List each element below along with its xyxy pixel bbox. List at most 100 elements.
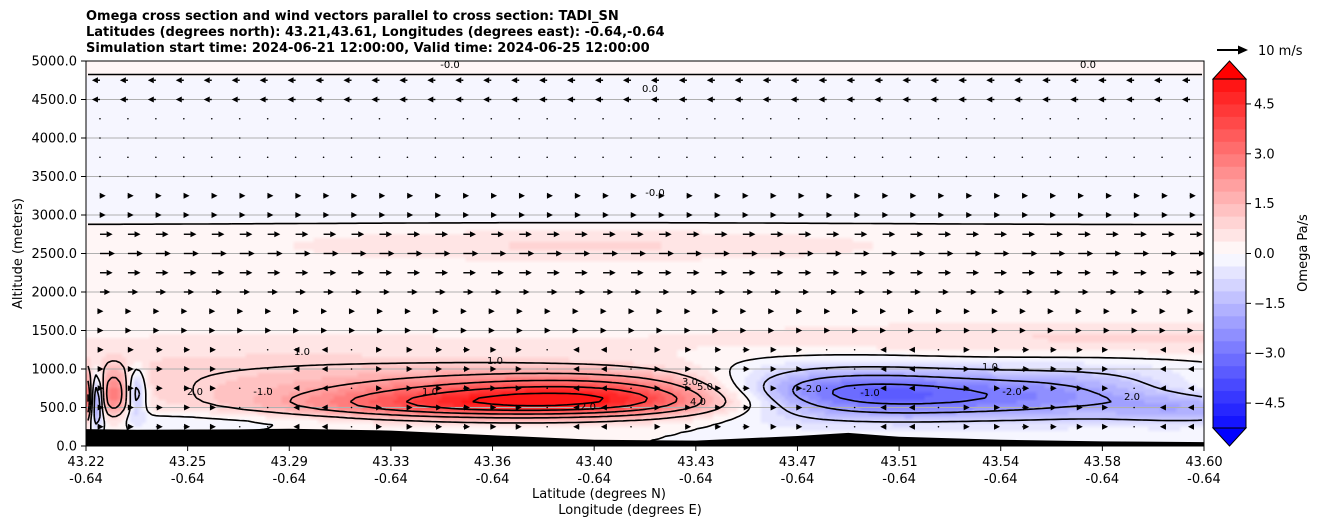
wind-vector-head: [600, 404, 607, 411]
wind-vector: [210, 117, 213, 120]
wind-vector: [965, 156, 968, 159]
wind-vector-head: [209, 385, 216, 392]
contour-label: -2.0: [1002, 387, 1022, 398]
colorbar-band: [1213, 278, 1246, 292]
wind-vector-head: [406, 404, 413, 411]
wind-vector: [742, 231, 756, 238]
wind-vector: [211, 231, 225, 238]
wind-vector: [183, 212, 190, 218]
x-tick-label-lat: 43.47: [779, 455, 816, 470]
wind-vector-head: [852, 327, 859, 334]
wind-vector-head: [1166, 289, 1173, 295]
wind-vector: [853, 348, 856, 351]
wind-vector: [183, 269, 197, 276]
wind-vector: [463, 346, 471, 353]
wind-vector-head: [399, 96, 406, 103]
wind-vector: [1189, 117, 1191, 120]
wind-vector-head: [287, 96, 294, 103]
wind-vector-head: [416, 250, 423, 257]
wind-vector: [762, 96, 771, 103]
wind-vector: [127, 346, 134, 353]
wind-vector: [406, 404, 413, 411]
wind-vector-head: [483, 96, 490, 103]
wind-vector: [434, 137, 437, 139]
wind-vector-head: [216, 289, 223, 295]
wind-vector-head: [874, 77, 881, 84]
wind-vector-head: [231, 96, 238, 103]
wind-vector: [1162, 250, 1178, 257]
wind-vector: [685, 385, 692, 392]
wind-vector-head: [880, 366, 887, 372]
wind-vector: [127, 250, 143, 257]
wind-vector: [546, 156, 548, 159]
wind-vector-head: [376, 385, 383, 392]
wind-vector-head: [469, 269, 476, 276]
wind-vector-head: [1159, 366, 1166, 372]
wind-vector-head: [902, 77, 909, 84]
wind-vector: [1181, 96, 1191, 103]
wind-vector: [1162, 289, 1173, 295]
wind-vector-head: [1105, 212, 1112, 218]
colorbar-band: [1213, 178, 1246, 192]
wind-vector: [399, 96, 408, 103]
wind-vector: [1189, 156, 1191, 159]
wind-vector-head: [715, 404, 722, 411]
wind-vector: [350, 175, 353, 178]
wind-vector: [798, 231, 812, 238]
wind-vector-head: [1133, 212, 1140, 218]
wind-vector-head: [546, 212, 553, 218]
wind-vector-head: [406, 385, 413, 392]
x-tick-label-lon: -0.64: [272, 472, 306, 487]
wind-vector: [910, 192, 917, 199]
wind-vector-head: [706, 96, 713, 103]
wind-vector: [463, 289, 474, 295]
wind-vector: [631, 289, 642, 295]
quiver-key-arrowhead: [1238, 45, 1248, 55]
wind-vector: [266, 387, 269, 390]
wind-vector: [769, 175, 772, 178]
wind-vector-head: [411, 289, 418, 295]
contour-label: -1.0: [253, 387, 273, 398]
wind-vector-head: [293, 423, 300, 430]
y-axis-label: Altitude (meters): [11, 198, 26, 309]
wind-vector-head: [1050, 212, 1057, 218]
wind-vector: [1077, 117, 1080, 120]
colorbar-band: [1213, 253, 1246, 267]
wind-vector: [935, 327, 942, 334]
wind-vector-head: [826, 212, 833, 218]
wind-vector-head: [805, 231, 812, 238]
wind-vector: [880, 346, 887, 353]
wind-vector: [1133, 137, 1135, 139]
x-axis-label-line-2: Longitude (degrees E): [558, 503, 702, 518]
wind-vector: [910, 212, 917, 218]
wind-vector: [1098, 96, 1107, 103]
wind-vector: [491, 212, 498, 218]
wind-vector: [376, 327, 383, 334]
x-tick-label-lon: -0.64: [69, 472, 103, 487]
wind-vector-head: [436, 404, 443, 411]
wind-vector-head: [798, 192, 805, 199]
wind-vector: [1161, 117, 1163, 120]
wind-vector: [547, 250, 563, 257]
wind-vector: [937, 406, 940, 409]
wind-vector: [322, 175, 325, 178]
wind-vector: [323, 250, 339, 257]
wind-vector: [658, 137, 660, 139]
wind-vector-head: [376, 308, 383, 315]
wind-vector-head: [156, 366, 163, 372]
wind-vector: [740, 308, 747, 315]
wind-vector-head: [1196, 269, 1203, 276]
wind-vector-head: [1077, 212, 1084, 218]
wind-vector: [323, 231, 337, 238]
wind-vector-head: [383, 289, 390, 295]
wind-vector: [1133, 212, 1140, 218]
wind-vector: [714, 346, 722, 353]
wind-vector: [1105, 175, 1107, 178]
wind-vector: [603, 289, 614, 295]
wind-vector: [938, 212, 945, 218]
wind-vector: [267, 212, 274, 218]
wind-vector: [1042, 77, 1051, 84]
wind-vector: [183, 346, 191, 353]
wind-vector: [658, 231, 672, 238]
wind-vector: [1102, 346, 1109, 353]
